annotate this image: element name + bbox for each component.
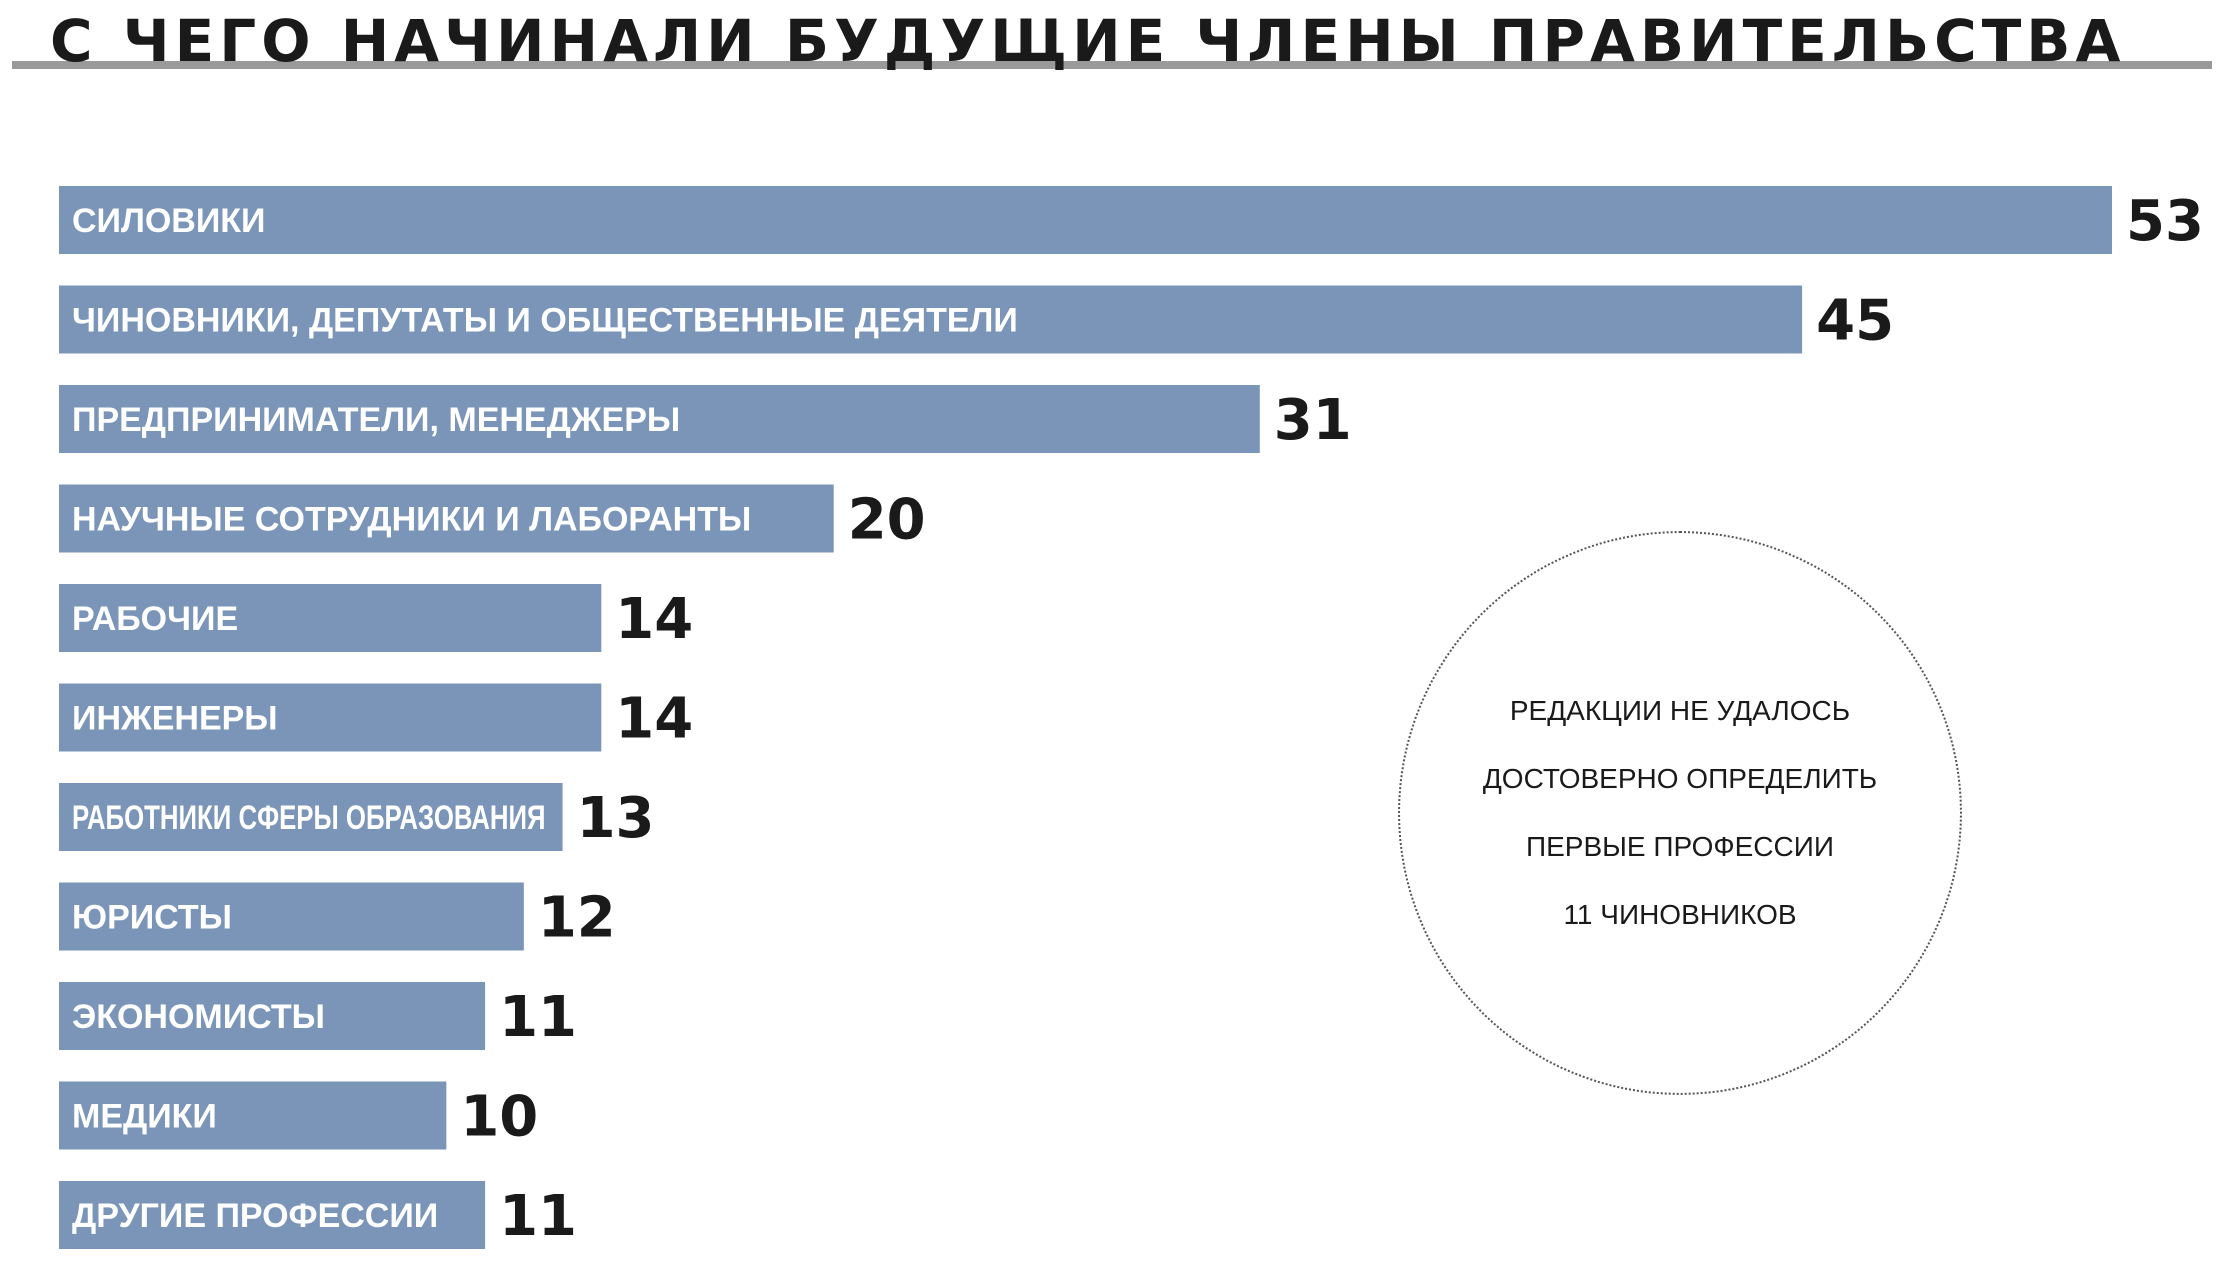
bar-value-label: 31 bbox=[1274, 388, 1352, 453]
bar-category-label: ЧИНОВНИКИ, ДЕПУТАТЫ И ОБЩЕСТВЕННЫЕ ДЕЯТЕ… bbox=[72, 302, 1018, 340]
bar-category-label: СИЛОВИКИ bbox=[72, 202, 265, 240]
bar bbox=[59, 285, 1803, 354]
bar-category-label: РАБОЧИЕ bbox=[72, 600, 238, 638]
bar-category-label: ПРЕДПРИНИМАТЕЛИ, МЕНЕДЖЕРЫ bbox=[72, 401, 680, 439]
bar bbox=[59, 783, 563, 851]
bar-category-label: РАБОТНИКИ СФЕРЫ ОБРАЗОВАНИЯ bbox=[72, 799, 546, 837]
bar bbox=[59, 882, 524, 951]
bar bbox=[59, 1081, 447, 1150]
bar-value-label: 10 bbox=[460, 1085, 538, 1150]
chart-title: С ЧЕГО НАЧИНАЛИ БУДУЩИЕ ЧЛЕНЫ ПРАВИТЕЛЬС… bbox=[50, 7, 2126, 75]
bar bbox=[59, 982, 486, 1050]
note-line: РЕДАКЦИИ НЕ УДАЛОСЬ bbox=[1509, 695, 1851, 726]
note-line: ДОСТОВЕРНО ОПРЕДЕЛИТЬ bbox=[1482, 763, 1878, 794]
bar-value-label: 11 bbox=[499, 985, 577, 1050]
bar bbox=[59, 1181, 486, 1249]
bar-category-label: ЮРИСТЫ bbox=[72, 899, 232, 937]
bar-value-label: 12 bbox=[538, 886, 616, 951]
bar-category-label: ИНЖЕНЕРЫ bbox=[72, 700, 278, 738]
bar-category-label: МЕДИКИ bbox=[72, 1098, 217, 1136]
bar bbox=[59, 186, 2112, 254]
bar bbox=[59, 385, 1260, 453]
bar-value-label: 13 bbox=[577, 786, 655, 851]
bar-category-label: ДРУГИЕ ПРОФЕССИИ bbox=[72, 1197, 438, 1235]
bar bbox=[59, 683, 602, 752]
bar-value-label: 11 bbox=[499, 1184, 577, 1249]
bar-value-label: 14 bbox=[615, 587, 693, 652]
bar-category-label: ЭКОНОМИСТЫ bbox=[72, 998, 325, 1036]
note-circle: РЕДАКЦИИ НЕ УДАЛОСЬ ДОСТОВЕРНО ОПРЕДЕЛИТ… bbox=[1398, 531, 1962, 1095]
note-line: 11 ЧИНОВНИКОВ bbox=[1563, 899, 1797, 930]
note-line: ПЕРВЫЕ ПРОФЕССИИ bbox=[1525, 831, 1834, 862]
bar-value-label: 14 bbox=[615, 687, 693, 752]
bar bbox=[59, 484, 834, 553]
bar-value-label: 45 bbox=[1816, 289, 1894, 354]
bar-category-label: НАУЧНЫЕ СОТРУДНИКИ И ЛАБОРАНТЫ bbox=[72, 501, 751, 539]
bar-value-label: 53 bbox=[2126, 189, 2204, 254]
bar-value-label: 20 bbox=[848, 488, 926, 553]
bar bbox=[59, 584, 602, 652]
title-underline bbox=[12, 61, 2212, 69]
